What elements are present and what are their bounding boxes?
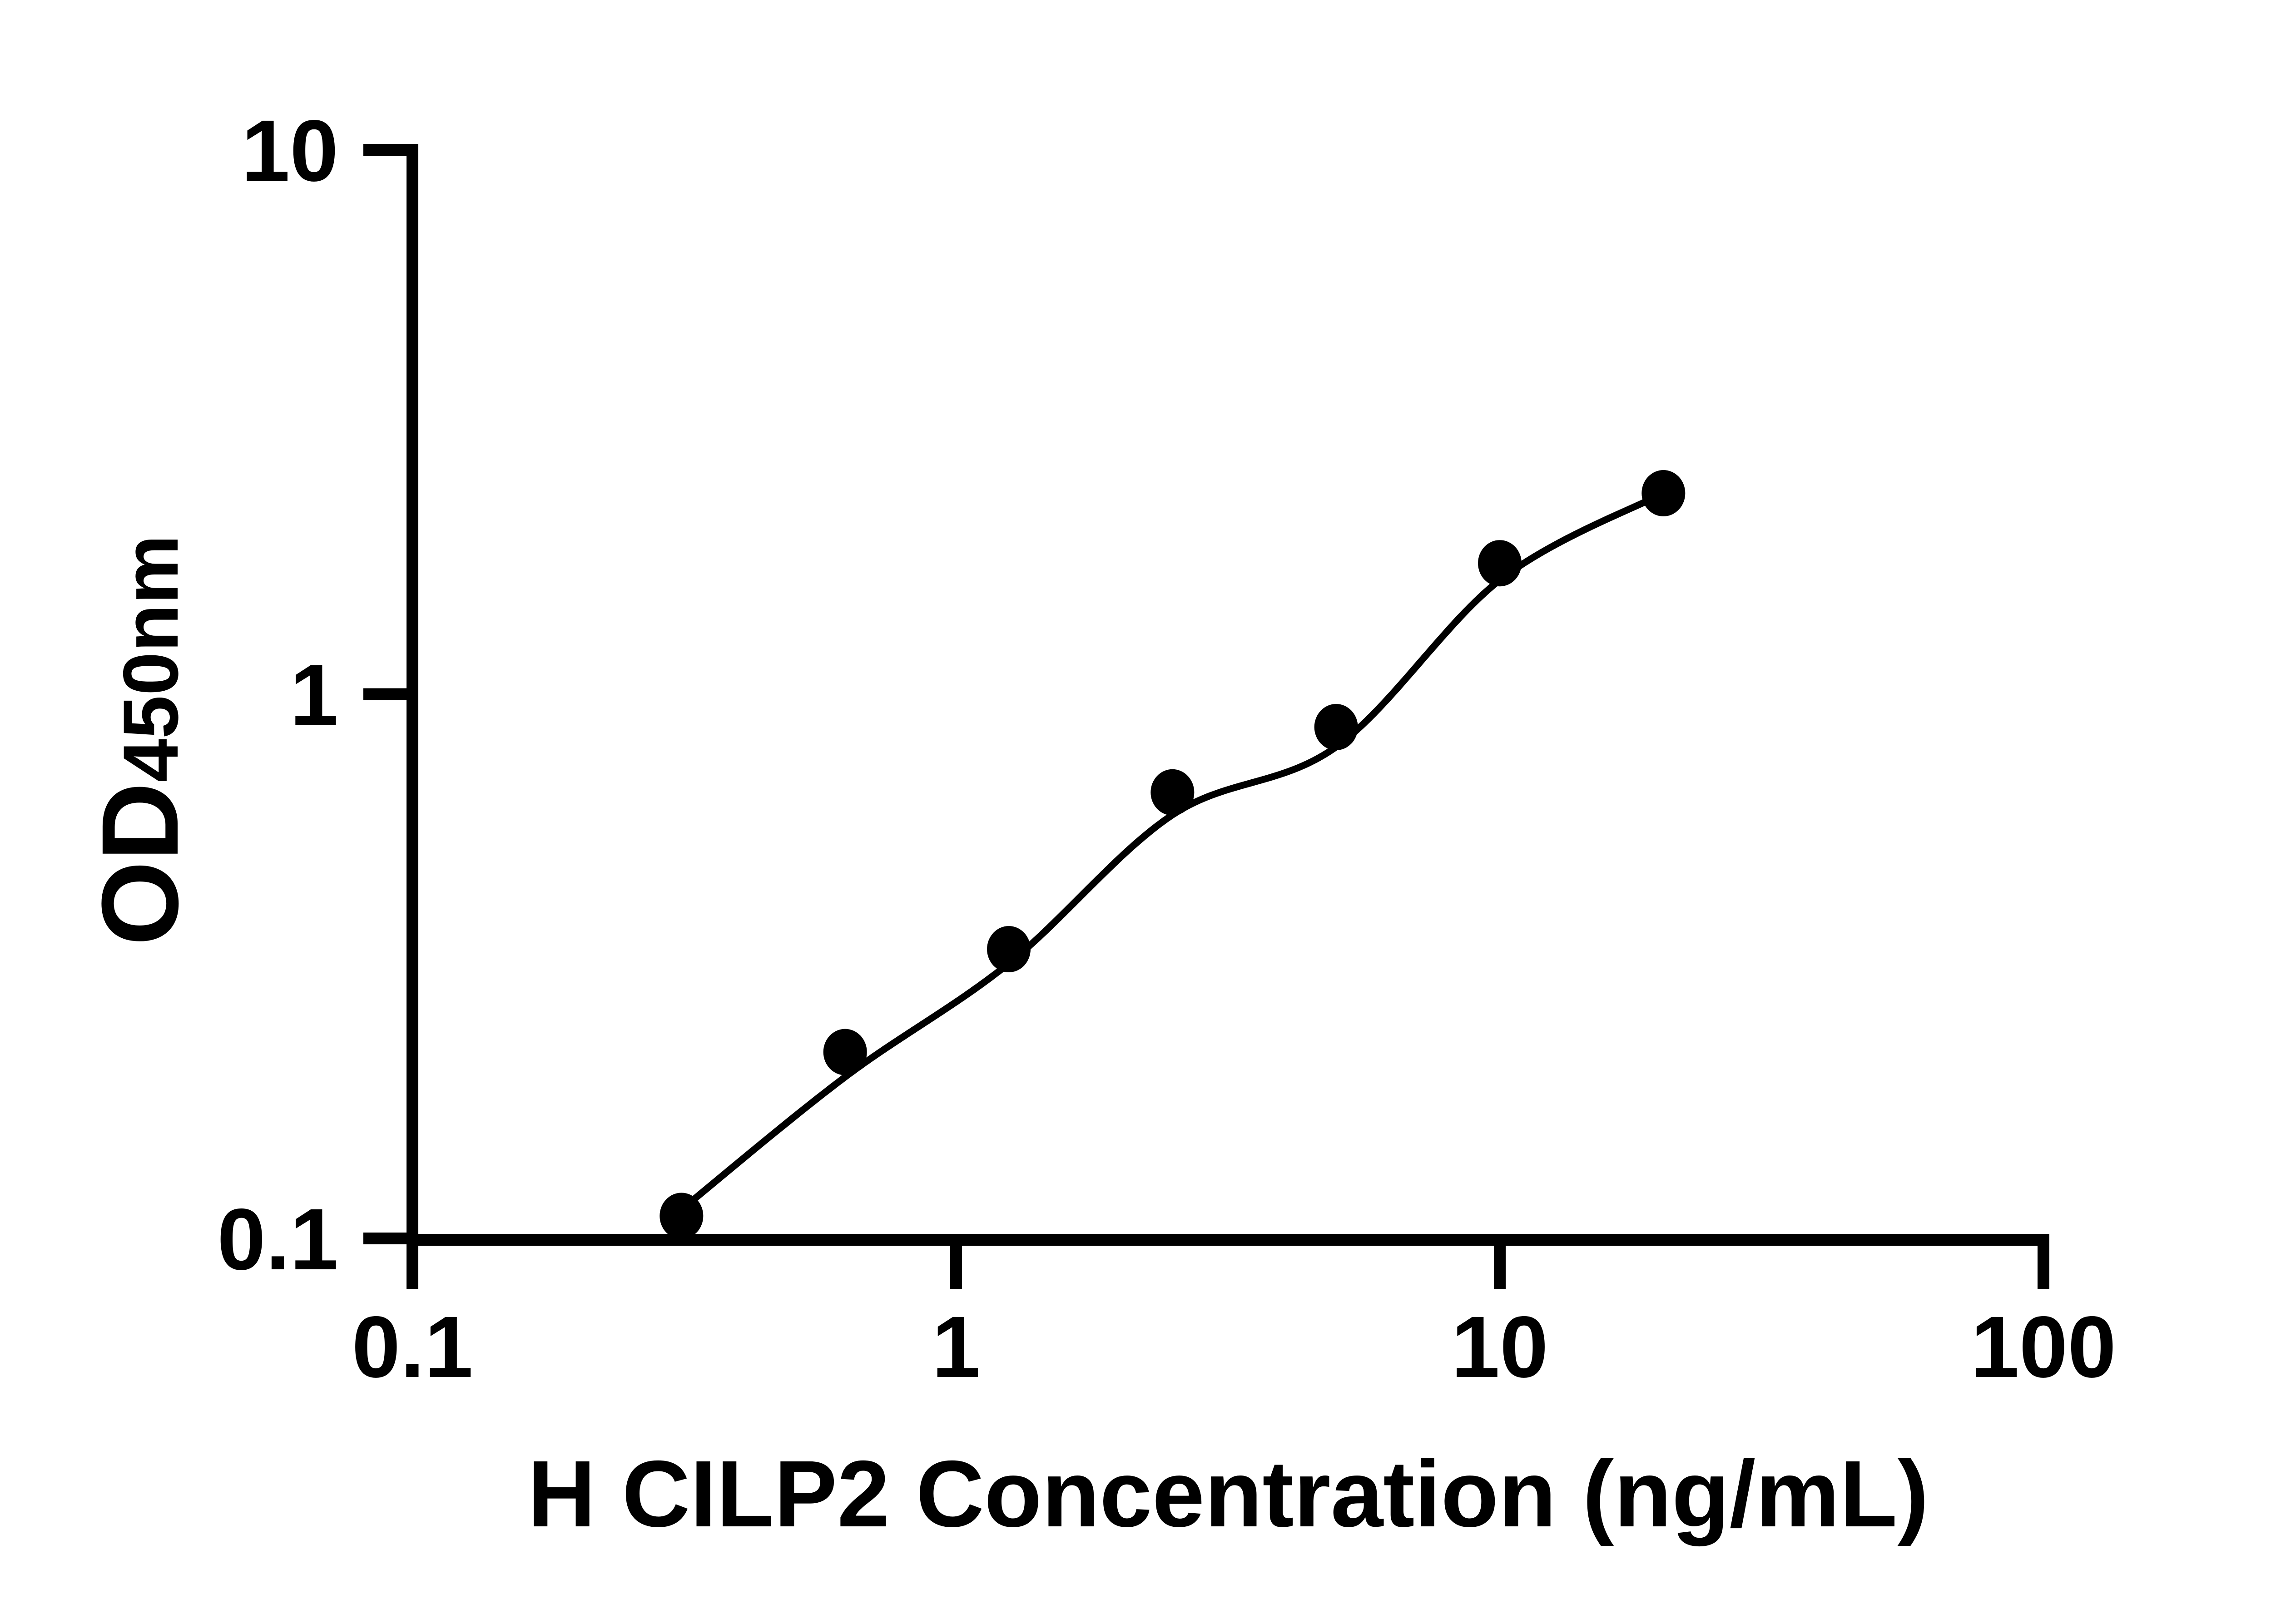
data-point <box>823 1029 867 1075</box>
y-tick <box>363 688 407 700</box>
data-point <box>1150 769 1195 816</box>
x-tick-label: 100 <box>1971 1298 2116 1396</box>
x-tick <box>1494 1246 1506 1289</box>
y-axis-title-subscript: 450nm <box>107 535 194 782</box>
data-point <box>1641 470 1686 516</box>
x-tick <box>2038 1246 2049 1289</box>
y-tick <box>363 1233 407 1244</box>
data-point <box>659 1193 704 1239</box>
y-tick-label: 10 <box>241 102 338 199</box>
fit-curve <box>678 490 1667 1213</box>
data-point <box>1314 703 1358 750</box>
y-axis-line <box>407 144 418 1244</box>
data-point <box>987 926 1031 973</box>
x-tick <box>950 1246 962 1289</box>
x-tick <box>407 1246 418 1289</box>
y-tick-label: 0.1 <box>217 1190 338 1288</box>
x-axis-title: H CILP2 Concentration (ng/mL) <box>527 1441 1929 1547</box>
x-tick-label: 1 <box>932 1298 981 1396</box>
data-point <box>1478 540 1522 587</box>
x-axis-line <box>407 1234 2049 1246</box>
y-axis-title-main: OD <box>79 782 201 946</box>
x-tick-label: 0.1 <box>352 1298 473 1396</box>
y-tick <box>363 144 407 156</box>
x-tick-label: 10 <box>1451 1298 1548 1396</box>
y-axis-title: OD450nm <box>63 150 217 1331</box>
y-tick-label: 1 <box>290 646 338 744</box>
